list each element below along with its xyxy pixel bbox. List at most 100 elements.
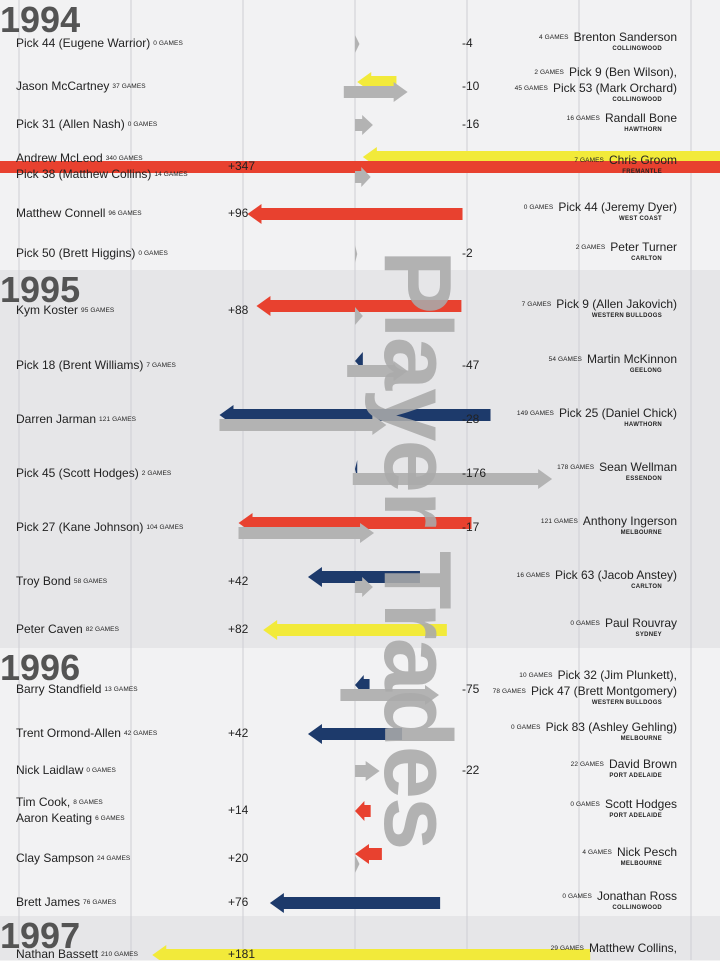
player-name: Pick 53 (Mark Orchard): [552, 81, 677, 95]
player-name: Pick 18 (Brent Williams): [16, 358, 144, 372]
net-games: -4: [462, 36, 473, 50]
club-name: COLLINGWOOD: [612, 46, 662, 52]
year-label: 1996: [0, 647, 81, 688]
net-games: -47: [462, 358, 480, 372]
trade-arrow: [219, 415, 387, 435]
games-count: 13 GAMES: [104, 686, 138, 694]
right-player: 29 GAMES Matthew Collins,: [548, 941, 677, 955]
vertical-title: Player Trades: [364, 250, 471, 849]
right-player: 78 GAMES Pick 47 (Brett Montgomery): [490, 684, 677, 698]
player-name: Pick 45 (Scott Hodges): [16, 466, 139, 480]
net-games: +76: [228, 895, 249, 909]
games-count: 2 GAMES: [141, 470, 172, 478]
net-games: +96: [228, 206, 249, 220]
games-count: 121 GAMES: [99, 416, 137, 424]
player-name: Jonathan Ross: [596, 889, 677, 903]
club-name: CARLTON: [631, 584, 662, 590]
club-name: COLLINGWOOD: [612, 97, 662, 103]
right-player: 22 GAMES David Brown: [568, 757, 677, 771]
net-games: +347: [228, 159, 256, 173]
player-name: Jason McCartney: [16, 79, 110, 93]
left-player: Brett James 76 GAMES: [16, 895, 116, 909]
player-name: Brett James: [16, 895, 81, 909]
trade-arrow: [307, 567, 420, 587]
games-count: 45 GAMES: [514, 85, 548, 93]
games-count: 4 GAMES: [582, 849, 612, 857]
left-player: Pick 18 (Brent Williams) 7 GAMES: [16, 358, 176, 372]
right-player: 2 GAMES Pick 9 (Ben Wilson),: [531, 65, 677, 79]
games-count: 8 GAMES: [73, 799, 103, 807]
games-count: 0 GAMES: [523, 204, 554, 212]
player-name: Nick Laidlaw: [16, 763, 84, 777]
player-name: Pick 9 (Allen Jakovich): [556, 297, 677, 311]
net-games: +88: [228, 303, 249, 317]
player-name: Brenton Sanderson: [573, 30, 677, 44]
games-count: 0 GAMES: [511, 724, 541, 732]
games-count: 96 GAMES: [108, 210, 142, 218]
net-games: -10: [462, 79, 480, 93]
games-count: 210 GAMES: [101, 951, 139, 959]
net-games: +20: [228, 851, 249, 865]
games-count: 10 GAMES: [519, 672, 553, 680]
left-player: Darren Jarman 121 GAMES: [16, 412, 136, 426]
right-player: 178 GAMES Sean Wellman: [554, 460, 677, 474]
right-player: 45 GAMES Pick 53 (Mark Orchard): [512, 81, 677, 95]
trade-arrow: [355, 577, 373, 597]
trade-arrow: [355, 307, 363, 325]
games-count: 104 GAMES: [146, 524, 184, 532]
club-name: WESTERN BULLDOGS: [591, 700, 662, 706]
trade-arrow: [355, 35, 360, 53]
left-player: Pick 27 (Kane Johnson) 104 GAMES: [16, 520, 183, 534]
right-player: 7 GAMES Pick 9 (Allen Jakovich): [519, 297, 677, 311]
left-player: Pick 50 (Brett Higgins) 0 GAMES: [16, 246, 168, 260]
player-name: Matthew Connell: [16, 206, 106, 220]
player-name: Pick 44 (Eugene Warrior): [16, 36, 151, 50]
player-name: Pick 44 (Jeremy Dyer): [558, 200, 677, 214]
games-count: 0 GAMES: [138, 250, 168, 258]
trade-arrow: [340, 685, 439, 705]
games-count: 340 GAMES: [105, 155, 143, 163]
games-count: 24 GAMES: [97, 855, 131, 863]
trade-arrow: [256, 296, 462, 316]
club-name: FREMANTLE: [622, 169, 662, 175]
trade-arrow: [355, 844, 382, 864]
games-count: 2 GAMES: [575, 244, 606, 252]
trade-arrow: [355, 761, 380, 781]
trade-arrow: [355, 167, 371, 187]
games-count: 7 GAMES: [574, 157, 604, 165]
year-band: [0, 0, 720, 270]
games-count: 2 GAMES: [534, 69, 564, 77]
games-count: 42 GAMES: [123, 730, 158, 738]
left-player: Clay Sampson 24 GAMES: [16, 851, 130, 865]
right-player: 2 GAMES Peter Turner: [573, 240, 677, 254]
player-name: Troy Bond: [16, 574, 71, 588]
games-count: 14 GAMES: [154, 171, 188, 179]
player-name: Peter Turner: [610, 240, 677, 254]
club-name: HAWTHORN: [624, 127, 662, 133]
left-player: Barry Standfield 13 GAMES: [16, 682, 138, 696]
club-name: MELBOURNE: [620, 736, 662, 742]
player-name: Kym Koster: [16, 303, 79, 317]
club-name: ESSENDON: [625, 476, 662, 482]
net-games: -75: [462, 682, 480, 696]
trade-arrow: [263, 620, 447, 640]
trade-arrow: [355, 855, 360, 873]
player-name: Pick 63 (Jacob Anstey): [554, 568, 677, 582]
right-player: 7 GAMES Chris Groom: [571, 153, 677, 167]
player-name: Pick 50 (Brett Higgins): [16, 246, 136, 260]
club-name: HAWTHORN: [624, 422, 662, 428]
left-player: Pick 38 (Matthew Collins) 14 GAMES: [16, 167, 188, 181]
club-name: SYDNEY: [635, 632, 662, 638]
player-name: Tim Cook,: [16, 795, 71, 809]
trade-arrow: [307, 724, 403, 744]
left-player: Aaron Keating 6 GAMES: [16, 811, 125, 825]
left-player: Peter Caven 82 GAMES: [16, 622, 119, 636]
club-name: WESTERN BULLDOGS: [591, 313, 662, 319]
player-name: Nick Pesch: [616, 845, 677, 859]
trade-arrow: [269, 893, 441, 913]
games-count: 6 GAMES: [95, 815, 125, 823]
games-count: 76 GAMES: [83, 899, 117, 907]
left-player: Trent Ormond-Allen 42 GAMES: [16, 726, 157, 740]
player-name: Pick 83 (Ashley Gehling): [545, 720, 677, 734]
